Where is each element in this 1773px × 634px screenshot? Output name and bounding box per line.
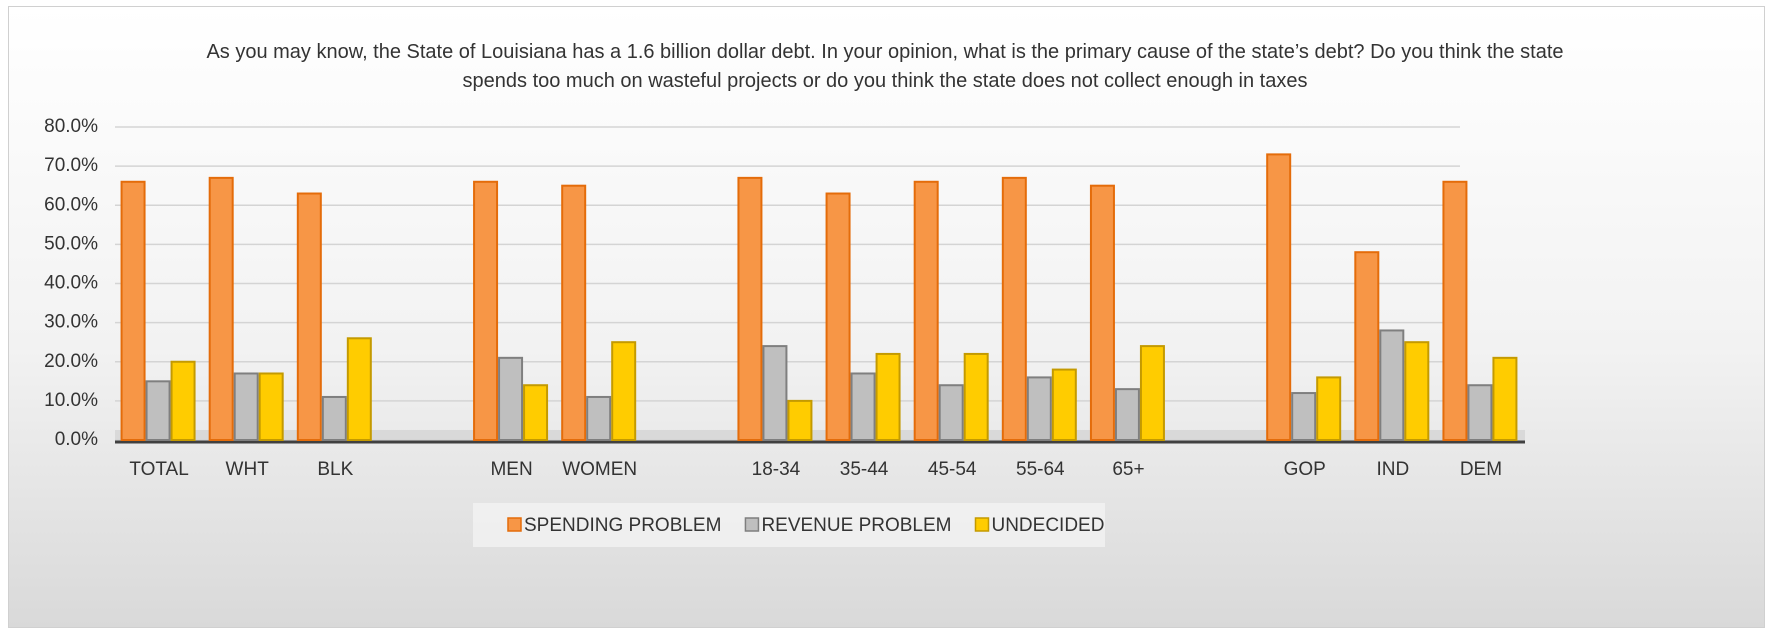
bar xyxy=(1051,368,1077,442)
bar xyxy=(913,180,939,441)
bar xyxy=(938,384,964,442)
bar xyxy=(1442,180,1468,441)
bar xyxy=(1139,345,1165,442)
bar xyxy=(1026,376,1052,441)
y-tick-label: 50.0% xyxy=(44,233,98,254)
legend-label: REVENUE PROBLEM xyxy=(761,515,951,536)
bar xyxy=(170,360,196,441)
y-tick-label: 70.0% xyxy=(44,155,98,176)
bar xyxy=(1266,153,1292,441)
bar xyxy=(1404,341,1430,441)
bar xyxy=(1001,176,1027,442)
bar xyxy=(523,384,549,442)
bar xyxy=(258,372,284,441)
legend-box xyxy=(473,503,1105,547)
legend-label: SPENDING PROBLEM xyxy=(524,515,721,536)
chart-title: As you may know, the State of Louisiana … xyxy=(206,41,1564,92)
bar xyxy=(1379,329,1405,442)
x-tick-label: 55-64 xyxy=(1016,459,1065,480)
y-tick-label: 40.0% xyxy=(44,273,98,294)
bar xyxy=(1114,388,1140,442)
bar xyxy=(561,184,587,441)
x-tick-label: TOTAL xyxy=(129,459,188,480)
x-tick-label: WOMEN xyxy=(562,459,637,480)
x-tick-label: 18-34 xyxy=(752,459,801,480)
x-tick-label: GOP xyxy=(1284,459,1326,480)
x-tick-label: 65+ xyxy=(1112,459,1144,480)
bar xyxy=(850,372,876,441)
bar xyxy=(1354,251,1380,441)
bar xyxy=(762,345,788,442)
y-tick-label: 10.0% xyxy=(44,390,98,411)
bar xyxy=(586,395,612,441)
y-tick-label: 60.0% xyxy=(44,194,98,215)
bar xyxy=(120,180,146,441)
bar xyxy=(963,352,989,441)
bar xyxy=(1291,392,1317,441)
bar xyxy=(875,352,901,441)
bar xyxy=(145,380,171,441)
legend-swatch xyxy=(744,517,760,532)
legend-swatch xyxy=(507,517,522,532)
bar xyxy=(233,372,259,441)
y-tick-label: 80.0% xyxy=(44,116,98,137)
bar xyxy=(611,341,637,441)
y-tick-label: 20.0% xyxy=(44,351,98,372)
x-tick-label: DEM xyxy=(1460,459,1502,480)
x-tick-label: IND xyxy=(1376,459,1409,480)
y-tick-label: 0.0% xyxy=(55,429,98,450)
bar xyxy=(1492,356,1518,441)
x-tick-label: 45-54 xyxy=(928,459,977,480)
bar xyxy=(473,180,499,441)
bar xyxy=(825,192,851,441)
bar xyxy=(1467,384,1493,442)
x-tick-label: MEN xyxy=(490,459,532,480)
bar xyxy=(296,192,322,441)
bar xyxy=(1089,184,1115,441)
floor xyxy=(115,430,1525,442)
x-tick-label: 35-44 xyxy=(840,459,889,480)
bar xyxy=(346,337,372,441)
bar xyxy=(208,176,234,442)
legend-label: UNDECIDED xyxy=(991,515,1104,536)
legend-swatch xyxy=(974,517,990,532)
bar xyxy=(737,176,763,442)
y-tick-label: 30.0% xyxy=(44,312,98,333)
bar xyxy=(1316,376,1342,441)
x-tick-label: BLK xyxy=(317,459,353,480)
x-tick-label: WHT xyxy=(226,459,270,480)
bar xyxy=(787,399,813,441)
bar xyxy=(498,356,524,441)
bar xyxy=(321,395,347,441)
